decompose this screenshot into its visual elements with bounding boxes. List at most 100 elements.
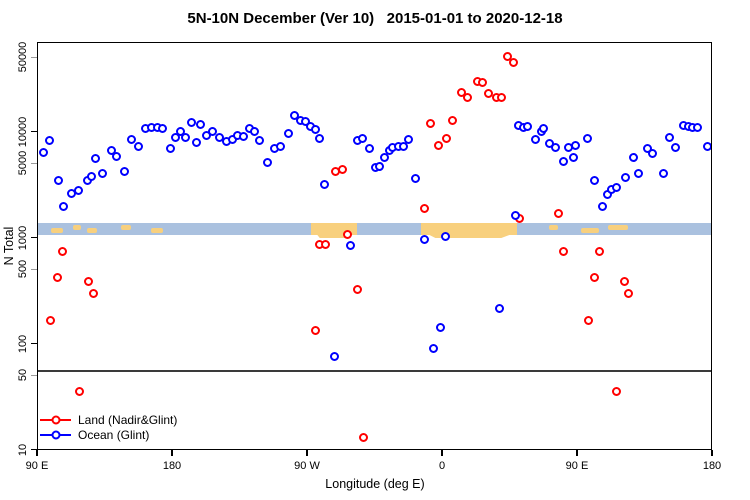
data-point-land	[595, 246, 605, 256]
data-point-ocean	[319, 179, 329, 189]
data-point-land	[353, 284, 363, 294]
x-axis-tick	[441, 450, 443, 456]
data-point-land	[508, 58, 518, 68]
x-axis-tick	[711, 450, 713, 456]
legend: Land (Nadir&Glint) Ocean (Glint)	[40, 412, 177, 443]
data-point-land	[426, 119, 435, 129]
legend-label-ocean: Ocean (Glint)	[78, 428, 150, 443]
data-point-ocean	[429, 344, 439, 354]
data-point-land	[553, 209, 563, 219]
data-point-ocean	[45, 135, 55, 145]
y-axis-tick-label: 500	[17, 260, 29, 279]
y-axis-title: N Total	[2, 226, 16, 266]
data-point-ocean	[531, 135, 540, 145]
data-point-land	[612, 386, 621, 396]
data-point-land	[74, 386, 84, 396]
data-point-ocean	[207, 127, 217, 137]
data-point-ocean	[550, 142, 560, 152]
band-highlight-tail	[429, 234, 510, 239]
data-point-land	[447, 116, 457, 126]
data-point-land	[46, 316, 56, 326]
data-point-ocean	[276, 141, 285, 151]
data-point-land	[496, 93, 506, 103]
band-speckle	[72, 224, 82, 231]
data-point-ocean	[441, 232, 450, 242]
chart-title: 5N-10N December (Ver 10) 2015-01-01 to 2…	[187, 10, 563, 27]
band-speckle	[150, 227, 163, 234]
data-point-ocean	[192, 137, 202, 147]
data-point-ocean	[658, 168, 668, 178]
data-point-ocean	[365, 143, 375, 153]
data-point-ocean	[612, 182, 621, 192]
data-point-ocean	[559, 156, 569, 166]
data-point-land	[83, 276, 93, 286]
y-axis-tick-label: 50	[17, 369, 29, 382]
data-point-ocean	[346, 240, 356, 250]
data-point-ocean	[315, 134, 325, 144]
data-point-ocean	[330, 351, 339, 361]
data-point-ocean	[358, 133, 368, 143]
x-axis-tick-label: 90 W	[294, 460, 320, 472]
y-axis-tick-label: 1000	[17, 225, 29, 250]
data-point-ocean	[255, 136, 265, 146]
data-point-ocean	[511, 211, 521, 220]
band-speckle	[51, 227, 64, 234]
data-point-ocean	[73, 186, 83, 196]
data-point-ocean	[590, 175, 600, 185]
data-point-ocean	[106, 145, 116, 155]
x-axis-tick-label: 90 E	[25, 460, 49, 472]
data-point-ocean	[628, 153, 638, 163]
x-axis-tick	[171, 450, 173, 456]
data-point-land	[620, 276, 630, 286]
data-point-ocean	[165, 143, 175, 153]
data-point-ocean	[127, 134, 137, 144]
data-point-ocean	[250, 126, 260, 136]
band-highlight	[311, 223, 358, 235]
data-point-ocean	[692, 123, 702, 133]
data-point-land	[442, 133, 452, 143]
data-point-land	[321, 240, 330, 250]
land-series-symbol	[40, 414, 71, 425]
data-point-ocean	[54, 175, 64, 185]
data-point-ocean	[420, 234, 429, 244]
x-axis-tick-label: 90 E	[565, 460, 589, 472]
x-axis-tick	[306, 450, 308, 456]
band-highlight	[420, 223, 517, 235]
x-axis-tick-label: 0	[438, 460, 446, 472]
data-point-ocean	[436, 322, 446, 332]
data-point-ocean	[670, 143, 680, 153]
y-axis-tick-label: 5000	[17, 151, 29, 176]
band-speckle	[87, 227, 97, 234]
legend-item-land: Land (Nadir&Glint)	[40, 412, 177, 428]
data-point-land	[52, 273, 62, 283]
data-point-ocean	[310, 125, 320, 135]
data-point-ocean	[284, 128, 294, 138]
plot-area	[37, 42, 712, 450]
data-point-ocean	[196, 120, 206, 130]
y-axis-tick-label: 100	[17, 334, 29, 353]
data-point-ocean	[568, 153, 578, 163]
ocean-series-symbol	[40, 430, 71, 441]
data-point-ocean	[398, 141, 408, 151]
y-axis-tick	[31, 162, 37, 164]
x-axis-tick	[36, 450, 38, 456]
y-axis-tick	[31, 56, 37, 58]
data-point-ocean	[87, 172, 97, 182]
data-point-ocean	[171, 132, 181, 142]
data-point-ocean	[665, 133, 675, 143]
x-axis-tick-label: 180	[162, 460, 182, 472]
reference-band	[38, 223, 711, 235]
y-axis-tick	[31, 268, 37, 270]
data-point-ocean	[112, 151, 122, 161]
data-point-land	[558, 246, 568, 256]
band-speckle	[549, 224, 559, 231]
x-axis-tick	[576, 450, 578, 456]
band-speckle	[608, 224, 628, 231]
threshold-line	[38, 370, 711, 372]
data-point-ocean	[634, 168, 644, 178]
data-point-ocean	[621, 172, 630, 182]
legend-label-land: Land (Nadir&Glint)	[78, 412, 178, 427]
ocean-circle-icon	[51, 430, 60, 440]
data-point-land	[434, 141, 444, 151]
